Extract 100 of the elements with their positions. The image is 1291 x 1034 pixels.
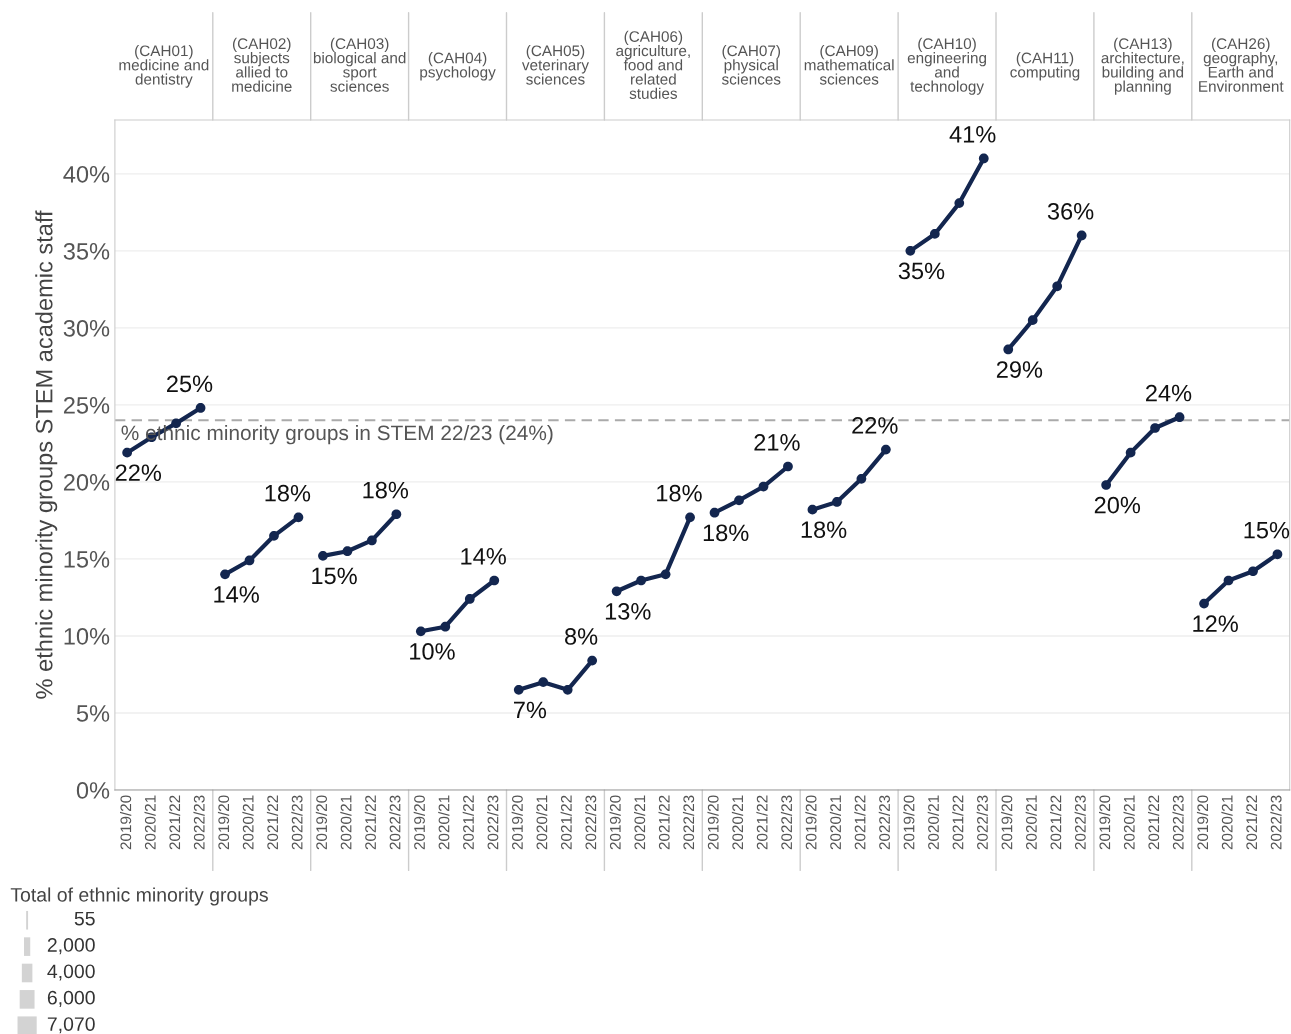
point bbox=[660, 569, 671, 580]
x-tick-label: 2020/21 bbox=[536, 795, 548, 850]
text: (CAH10) engineering and technology bbox=[907, 37, 986, 95]
data-label: 14% bbox=[461, 548, 506, 565]
point bbox=[220, 569, 230, 580]
x-tick-label: 2019/20 bbox=[1001, 795, 1013, 850]
y-tick-label: 5% bbox=[76, 705, 110, 722]
x-tick-label: 2020/21 bbox=[242, 795, 254, 850]
point bbox=[611, 586, 622, 597]
point bbox=[1199, 598, 1209, 609]
point bbox=[1248, 566, 1258, 577]
data-label: 18% bbox=[703, 524, 749, 542]
point bbox=[1027, 315, 1038, 326]
text: (CAH05) veterinary sciences bbox=[521, 44, 589, 85]
data-label: 24% bbox=[1146, 384, 1192, 402]
data-label: 18% bbox=[265, 484, 311, 502]
data-label: 13% bbox=[605, 603, 651, 620]
x-tick-label: 2020/21 bbox=[144, 795, 156, 850]
data-label: 29% bbox=[996, 361, 1043, 378]
text: (CAH01) medicine and dentistry bbox=[119, 44, 209, 88]
point bbox=[1003, 344, 1014, 355]
data-label: 18% bbox=[363, 481, 409, 499]
x-tick-label: 2022/23 bbox=[585, 795, 597, 850]
point bbox=[832, 497, 842, 507]
y-tick-label: 0% bbox=[76, 782, 110, 799]
point bbox=[464, 594, 475, 604]
data-label: 20% bbox=[1094, 496, 1141, 514]
data-label: 21% bbox=[754, 434, 800, 451]
point bbox=[929, 229, 940, 239]
x-tick-label: 2021/22 bbox=[168, 795, 181, 850]
point bbox=[342, 546, 353, 557]
text: (CAH26) geography, Earth and Environment bbox=[1199, 37, 1284, 92]
data-label: 12% bbox=[1193, 615, 1238, 632]
data-label: 22% bbox=[852, 417, 898, 434]
data-label: 14% bbox=[214, 586, 259, 603]
point bbox=[587, 655, 598, 666]
point bbox=[758, 481, 769, 492]
x-tick-label: 2021/22 bbox=[1147, 795, 1160, 850]
point bbox=[636, 575, 646, 586]
point bbox=[1272, 549, 1283, 560]
x-tick-label: 2021/22 bbox=[364, 795, 376, 850]
x-tick-label: 2020/21 bbox=[829, 795, 842, 850]
x-tick-label: 2019/20 bbox=[1196, 795, 1209, 850]
x-tick-label: 2019/20 bbox=[903, 795, 915, 850]
point bbox=[905, 246, 916, 256]
data-label: 7% bbox=[514, 701, 547, 719]
y-tick-label: 20% bbox=[63, 473, 110, 491]
y-tick-label: 35% bbox=[63, 242, 110, 260]
point bbox=[538, 677, 549, 688]
point bbox=[440, 621, 451, 632]
x-tick-label: 2020/21 bbox=[634, 795, 646, 850]
x-tick-label: 2019/20 bbox=[511, 795, 523, 850]
point bbox=[415, 626, 426, 637]
x-tick-label: 2021/22 bbox=[462, 795, 474, 850]
x-tick-label: 2021/22 bbox=[756, 795, 768, 850]
x-tick-label: 2019/20 bbox=[120, 795, 132, 850]
y-tick-label: 10% bbox=[64, 628, 110, 645]
point bbox=[1125, 447, 1136, 458]
x-tick-label: 2021/22 bbox=[854, 795, 866, 850]
point bbox=[269, 530, 279, 541]
point bbox=[244, 555, 255, 566]
y-tick-label: 30% bbox=[63, 319, 110, 337]
data-label: 10% bbox=[410, 643, 455, 660]
point bbox=[489, 575, 500, 586]
y-axis-title: % ethnic minority groups STEM academic staff bbox=[35, 210, 58, 699]
point bbox=[122, 447, 132, 458]
x-tick-label: 2019/20 bbox=[609, 795, 621, 850]
point bbox=[881, 444, 891, 455]
text: (CAH04) psychology bbox=[420, 52, 496, 81]
text: (CAH03) biological and sport sciences bbox=[313, 37, 406, 92]
x-tick-label: 2022/23 bbox=[1074, 795, 1086, 850]
data-label: 36% bbox=[1047, 202, 1094, 220]
x-tick-label: 2020/21 bbox=[1123, 795, 1135, 850]
x-tick-label: 2022/23 bbox=[389, 795, 401, 850]
x-tick-label: 2021/22 bbox=[560, 795, 572, 850]
x-tick-label: 2022/23 bbox=[487, 795, 499, 850]
data-label: 8% bbox=[565, 628, 598, 645]
x-tick-label: 2020/21 bbox=[1025, 795, 1037, 850]
point bbox=[1174, 412, 1185, 423]
text: (CAH11) computing bbox=[1010, 52, 1080, 81]
x-tick-label: 2021/22 bbox=[1050, 795, 1062, 850]
point bbox=[685, 512, 695, 523]
text: 4,000 bbox=[47, 964, 95, 981]
text: 55 bbox=[74, 911, 95, 926]
x-tick-label: 2022/23 bbox=[193, 795, 205, 850]
point bbox=[1076, 230, 1087, 241]
point bbox=[734, 495, 744, 506]
point bbox=[513, 685, 524, 695]
point bbox=[195, 403, 206, 413]
point bbox=[1223, 575, 1234, 586]
x-tick-label: 2022/23 bbox=[780, 795, 793, 850]
x-tick-label: 2020/21 bbox=[731, 795, 744, 850]
text: 6,000 bbox=[47, 990, 95, 1007]
text: (CAH13) architecture, building and planning bbox=[1101, 37, 1184, 95]
text: (CAH06) agriculture, food and related studies bbox=[616, 30, 690, 99]
text: (CAH09) mathematical sciences bbox=[804, 44, 894, 85]
x-tick-label: 2019/20 bbox=[1099, 795, 1111, 850]
x-tick-label: 2022/23 bbox=[1270, 795, 1282, 850]
point bbox=[293, 512, 304, 523]
point bbox=[1052, 281, 1063, 292]
